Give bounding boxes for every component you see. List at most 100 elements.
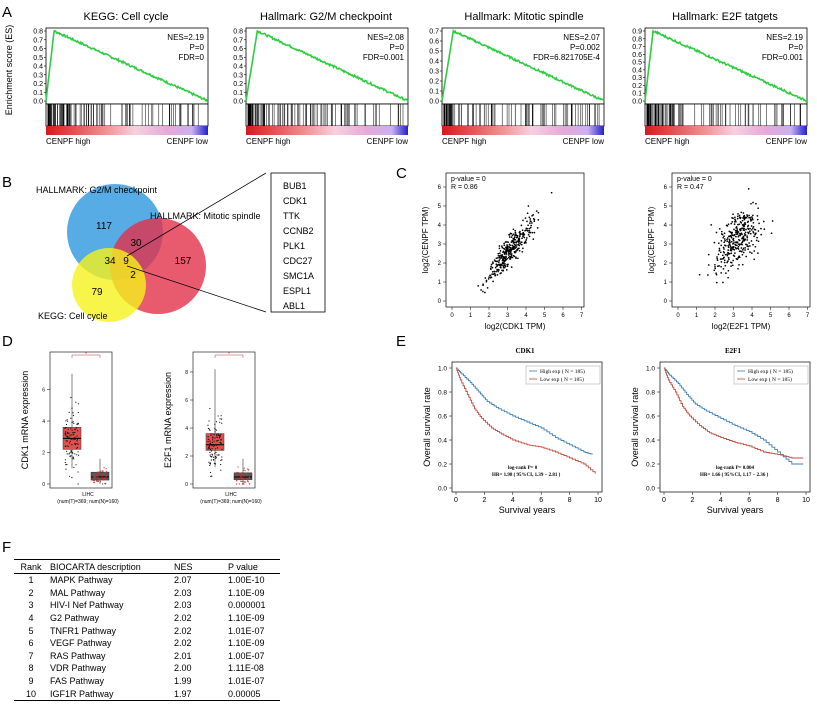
- tumor-dot: [220, 433, 222, 435]
- panel-label-f: F: [2, 539, 11, 556]
- scatter-point: [501, 245, 503, 247]
- panel-label-c: C: [396, 165, 407, 182]
- box-elements: 0 2 4 6 8 *: [185, 352, 253, 488]
- tumor-dot: [72, 421, 74, 423]
- scatter-point: [522, 219, 524, 222]
- scatter-point: [516, 244, 518, 246]
- tumor-dot: [74, 443, 76, 445]
- scatter-point: [516, 240, 519, 242]
- cell-pvalue: 1.10E-09: [228, 587, 265, 598]
- scatter-point: [497, 254, 500, 257]
- table-row: 6 VEGF Pathway 2.02 1.10E-09: [14, 637, 280, 650]
- scatter-point: [738, 250, 741, 253]
- normal-dot: [237, 478, 239, 480]
- normal-dot: [99, 481, 102, 483]
- normal-dot: [104, 471, 106, 473]
- tumor-dot: [69, 475, 71, 477]
- scatter-point: [533, 218, 536, 221]
- tumor-dot: [209, 407, 211, 410]
- scatter-ticks: 0 1 2 3 4 5 6 7 0 1 2 3 4 5 6: [438, 185, 584, 319]
- survival-plot-cdk1: CDK1 0 2 4 6 8 10 1.0 0.8 0.6 0.4 0.2 0.0 High exp …: [422, 347, 603, 515]
- box-ytick-label: 0: [42, 482, 45, 488]
- scatter-point: [516, 248, 518, 251]
- scatter-point: [504, 251, 506, 254]
- tumor-dot: [209, 462, 211, 464]
- km-legend-high: High exp ( N = 185): [540, 368, 585, 375]
- scatter-point: [723, 259, 726, 262]
- normal-dot: [99, 472, 101, 474]
- tumor-dot: [219, 435, 221, 438]
- scatter-point: [742, 247, 745, 250]
- normal-dot: [105, 468, 107, 470]
- scatter-point: [508, 234, 511, 236]
- expression-boxplot-e2f1: 0 2 4 6 8 * LIHC (num(T)=369; num(N)=160) E2F…: [163, 351, 262, 505]
- scatter-point: [707, 253, 710, 256]
- scatter-point: [519, 233, 522, 235]
- scatter-point: [748, 216, 750, 219]
- scatter-point: [749, 251, 751, 253]
- scatter-xtick-label: 6: [787, 313, 791, 319]
- scatter-point: [515, 246, 518, 248]
- venn-count-all-three: 9: [123, 256, 129, 267]
- scatter-point: [752, 243, 754, 246]
- tumor-dot: [64, 445, 67, 447]
- table-row: 1 MAPK Pathway 2.07 1.00E-10: [14, 574, 280, 587]
- es-ytick-label: 0.8: [233, 29, 243, 36]
- es-curve: [644, 28, 807, 103]
- tumor-dot: [75, 401, 77, 403]
- scatter-point: [515, 234, 518, 237]
- normal-dot: [245, 472, 247, 474]
- scatter-point: [726, 253, 728, 256]
- scatter-point: [734, 244, 737, 247]
- normal-dot: [247, 469, 249, 471]
- es-ytick-label: 0.2: [233, 81, 243, 88]
- scatter-point: [742, 229, 745, 231]
- normal-dot: [94, 482, 96, 484]
- tumor-dot: [71, 444, 73, 446]
- scatter-point: [727, 269, 730, 272]
- tumor-dot: [64, 434, 66, 436]
- scatter-point: [755, 202, 757, 205]
- scatter-point: [742, 240, 744, 242]
- es-ytick-label: 0.6: [632, 52, 642, 59]
- scatter-point: [504, 263, 506, 265]
- scatter-point: [744, 238, 746, 241]
- normal-dot: [246, 474, 248, 477]
- corr-r: R = 0.86: [451, 184, 478, 191]
- scatter-point: [748, 214, 750, 217]
- scatter-point: [748, 230, 751, 233]
- box-num: (num(T)=369; num(N)=160): [200, 499, 262, 505]
- normal-dot: [249, 478, 251, 480]
- scatter-point: [550, 191, 553, 194]
- scatter-point: [510, 232, 513, 235]
- scatter-point: [716, 259, 719, 262]
- km-legend: [733, 365, 809, 385]
- scatter-point: [489, 274, 491, 277]
- normal-dot: [237, 472, 240, 474]
- scatter-point: [719, 258, 722, 260]
- cell-description: TNFR1 Pathway: [50, 625, 117, 636]
- km-frame: [451, 361, 603, 493]
- scatter-point: [755, 239, 758, 242]
- normal-dot: [243, 467, 245, 469]
- normal-dot: [246, 480, 249, 482]
- scatter-point: [532, 214, 535, 216]
- tumor-dot: [209, 455, 212, 457]
- tumor-dot: [71, 407, 73, 409]
- normal-dot: [235, 478, 237, 480]
- scatter-point: [530, 224, 533, 227]
- scatter-point: [514, 247, 516, 250]
- scatter-point: [529, 218, 532, 220]
- normal-dot: [92, 479, 94, 482]
- es-ytick-label: 0.0: [429, 99, 439, 106]
- normal-dot: [236, 474, 238, 476]
- cell-description: IGF1R Pathway: [48, 687, 172, 701]
- tumor-dot: [217, 439, 219, 442]
- tumor-dot: [70, 396, 72, 399]
- normal-dot: [247, 468, 249, 470]
- es-curve: [45, 29, 209, 103]
- tumor-dot: [210, 434, 212, 436]
- scatter-point: [752, 221, 755, 224]
- normal-dot: [101, 483, 104, 485]
- tumor-dot: [209, 463, 212, 465]
